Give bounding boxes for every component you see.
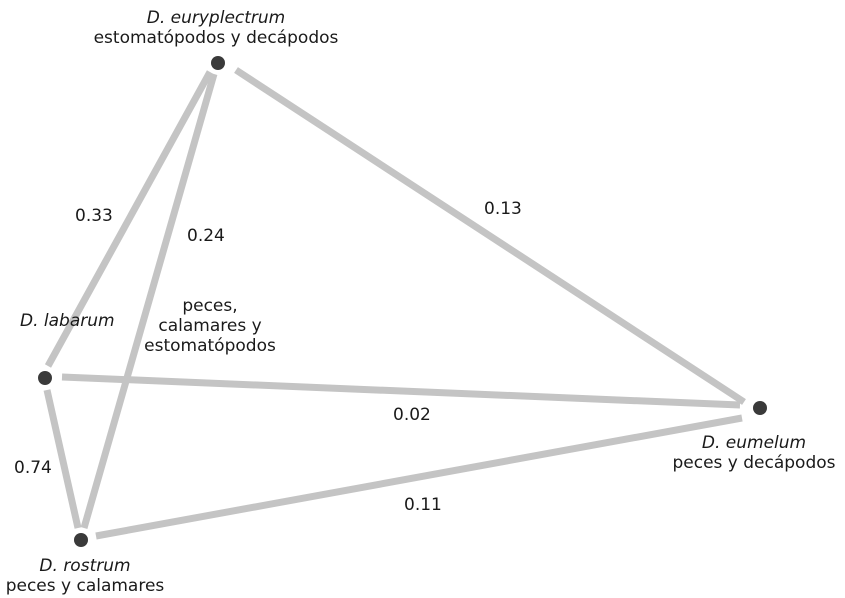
- species-name-labarum: D. labarum: [20, 311, 115, 331]
- edge-weight-rostrum-eumelum: 0.11: [404, 495, 442, 515]
- diet-line: peces,: [182, 296, 238, 316]
- edge-rostrum-eumelum: [95, 414, 743, 540]
- node-label-euryplectrum: D. euryplectrum estomatópodos y decápodo…: [66, 8, 366, 48]
- diet-line: calamares y: [158, 316, 262, 336]
- diet-text-labarum: peces, calamares y estomatópodos: [130, 296, 290, 356]
- species-name: D. rostrum: [39, 556, 131, 576]
- edge-euryplectrum-eumelum: [234, 67, 746, 405]
- edge-weight-euryplectrum-labarum: 0.33: [75, 206, 113, 226]
- edge-labarum-eumelum: [61, 373, 741, 409]
- edge-euryplectrum-labarum: [44, 70, 214, 368]
- node-label-rostrum: D. rostrum peces y calamares: [0, 556, 170, 596]
- species-name: D. eumelum: [701, 433, 807, 453]
- edge-weight-labarum-rostrum: 0.74: [14, 458, 52, 478]
- diet-line: estomatópodos: [144, 336, 276, 356]
- diet-text: peces y decápodos: [672, 453, 836, 473]
- node-rostrum: [74, 533, 88, 547]
- edge-labarum-rostrum: [43, 389, 82, 529]
- edge-euryplectrum-rostrum: [80, 73, 218, 529]
- node-label-eumelum: D. eumelum peces y decápodos: [664, 433, 844, 473]
- species-name: D. euryplectrum: [146, 8, 286, 28]
- diet-text: peces y calamares: [5, 576, 165, 596]
- diet-text: estomatópodos y decápodos: [93, 28, 339, 48]
- edge-weight-labarum-eumelum: 0.02: [393, 405, 431, 425]
- edge-weight-euryplectrum-rostrum: 0.24: [187, 226, 225, 246]
- node-labarum: [38, 371, 52, 385]
- node-eumelum: [753, 401, 767, 415]
- node-euryplectrum: [211, 56, 225, 70]
- edge-weight-euryplectrum-eumelum: 0.13: [484, 199, 522, 219]
